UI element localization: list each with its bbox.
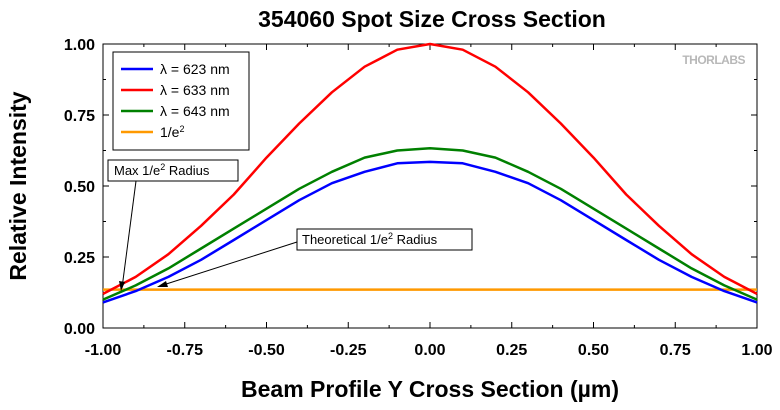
annotation-max-arrowhead bbox=[119, 281, 125, 291]
x-tick-label: 0.00 bbox=[414, 342, 445, 359]
annotation-max-label: Max 1/e2 Radius bbox=[114, 162, 210, 178]
y-tick-label: 0.75 bbox=[64, 108, 95, 125]
y-tick-labels: 0.00 0.25 0.50 0.75 1.00 bbox=[64, 37, 95, 338]
legend-label: λ = 623 nm bbox=[160, 61, 230, 77]
chart-title: 354060 Spot Size Cross Section bbox=[258, 6, 606, 32]
x-axis-label: Beam Profile Y Cross Section (µm) bbox=[241, 376, 619, 402]
x-tick-label: 0.50 bbox=[578, 342, 609, 359]
x-tick-label: -0.25 bbox=[330, 342, 367, 359]
annotation-max-box bbox=[107, 159, 239, 182]
x-tick-label: -1.00 bbox=[85, 342, 122, 359]
x-tick-labels: -1.00 -0.75 -0.50 -0.25 0.00 0.25 0.50 0.75 1.00 bbox=[85, 342, 773, 359]
y-tick-label: 0.50 bbox=[64, 179, 95, 196]
x-tick-label: -0.50 bbox=[248, 342, 285, 359]
annotation-theoretical-radius: Theoretical 1/e2 Radius bbox=[157, 228, 473, 287]
y-tick-label: 0.25 bbox=[64, 250, 95, 267]
annotation-theoretical-arrowhead bbox=[157, 281, 168, 287]
series-line-1 bbox=[102, 42, 758, 296]
annotation-theoretical-box bbox=[296, 228, 473, 251]
legend-label: λ = 643 nm bbox=[160, 103, 230, 119]
plot-area bbox=[102, 42, 758, 329]
watermark-logo: THORLABS bbox=[682, 53, 745, 67]
x-tick-label: 0.25 bbox=[496, 342, 527, 359]
legend: λ = 623 nm λ = 633 nm λ = 643 nm 1/e2 bbox=[112, 51, 250, 151]
series-line-2 bbox=[102, 146, 758, 301]
y-tick-label: 1.00 bbox=[64, 37, 95, 54]
x-tick-label: 0.75 bbox=[660, 342, 691, 359]
series-line-0 bbox=[102, 160, 758, 304]
annotation-theoretical-label: Theoretical 1/e2 Radius bbox=[302, 231, 438, 247]
annotation-theoretical-arrow bbox=[159, 241, 298, 287]
series-lines bbox=[102, 42, 758, 304]
y-tick-label: 0.00 bbox=[64, 321, 95, 338]
legend-label: λ = 633 nm bbox=[160, 82, 230, 98]
x-tick-label: -0.75 bbox=[167, 342, 204, 359]
annotation-max-radius: Max 1/e2 Radius bbox=[107, 159, 239, 291]
x-tick-label: 1.00 bbox=[741, 342, 772, 359]
y-axis-label: Relative Intensity bbox=[5, 91, 31, 280]
legend-label: 1/e2 bbox=[160, 124, 184, 140]
annotation-max-arrow bbox=[121, 180, 137, 289]
